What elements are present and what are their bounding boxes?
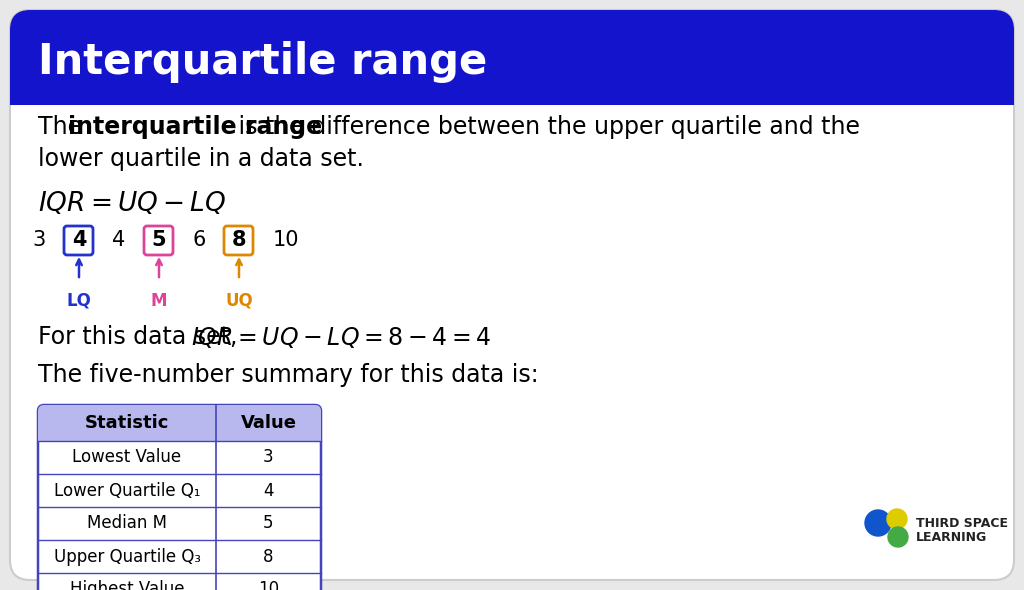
Text: 3: 3 xyxy=(263,448,273,467)
Text: Statistic: Statistic xyxy=(85,414,169,432)
Text: Upper Quartile Q₃: Upper Quartile Q₃ xyxy=(53,548,201,565)
Text: Interquartile range: Interquartile range xyxy=(38,41,487,83)
FancyBboxPatch shape xyxy=(224,226,253,255)
Text: Lowest Value: Lowest Value xyxy=(73,448,181,467)
Text: LEARNING: LEARNING xyxy=(916,531,987,544)
Circle shape xyxy=(865,510,891,536)
Text: lower quartile in a data set.: lower quartile in a data set. xyxy=(38,147,364,171)
Text: 5: 5 xyxy=(152,230,166,250)
Text: THIRD SPACE: THIRD SPACE xyxy=(916,517,1008,530)
FancyBboxPatch shape xyxy=(38,405,321,590)
Text: interquartile range: interquartile range xyxy=(68,115,323,139)
Text: M: M xyxy=(151,292,167,310)
Text: 10: 10 xyxy=(272,230,299,250)
Text: $IQR = UQ - LQ$: $IQR = UQ - LQ$ xyxy=(38,190,226,217)
Text: 8: 8 xyxy=(231,230,246,250)
Text: 4: 4 xyxy=(113,230,126,250)
Circle shape xyxy=(888,527,908,547)
Text: LQ: LQ xyxy=(67,292,91,310)
Text: 6: 6 xyxy=(193,230,206,250)
Text: For this data set,: For this data set, xyxy=(38,325,242,349)
Text: is the difference between the upper quartile and the: is the difference between the upper quar… xyxy=(231,115,860,139)
Text: 10: 10 xyxy=(258,581,280,590)
FancyBboxPatch shape xyxy=(63,226,93,255)
Text: The five-number summary for this data is:: The five-number summary for this data is… xyxy=(38,363,539,387)
FancyBboxPatch shape xyxy=(10,10,1014,105)
Text: $IQR = UQ - LQ = 8 - 4 = 4$: $IQR = UQ - LQ = 8 - 4 = 4$ xyxy=(191,325,492,350)
FancyBboxPatch shape xyxy=(10,10,1014,580)
Text: Median M: Median M xyxy=(87,514,167,533)
Text: Lower Quartile Q₁: Lower Quartile Q₁ xyxy=(53,481,201,500)
Text: Highest Value: Highest Value xyxy=(70,581,184,590)
Text: The: The xyxy=(38,115,90,139)
FancyBboxPatch shape xyxy=(38,405,321,441)
Text: 3: 3 xyxy=(33,230,46,250)
Text: UQ: UQ xyxy=(225,292,253,310)
Bar xyxy=(10,68,1014,105)
Circle shape xyxy=(887,509,907,529)
Text: 4: 4 xyxy=(72,230,86,250)
Text: Value: Value xyxy=(241,414,297,432)
Text: 4: 4 xyxy=(263,481,273,500)
Text: 8: 8 xyxy=(263,548,273,565)
Bar xyxy=(38,423,321,441)
FancyBboxPatch shape xyxy=(144,226,173,255)
Text: 5: 5 xyxy=(263,514,273,533)
